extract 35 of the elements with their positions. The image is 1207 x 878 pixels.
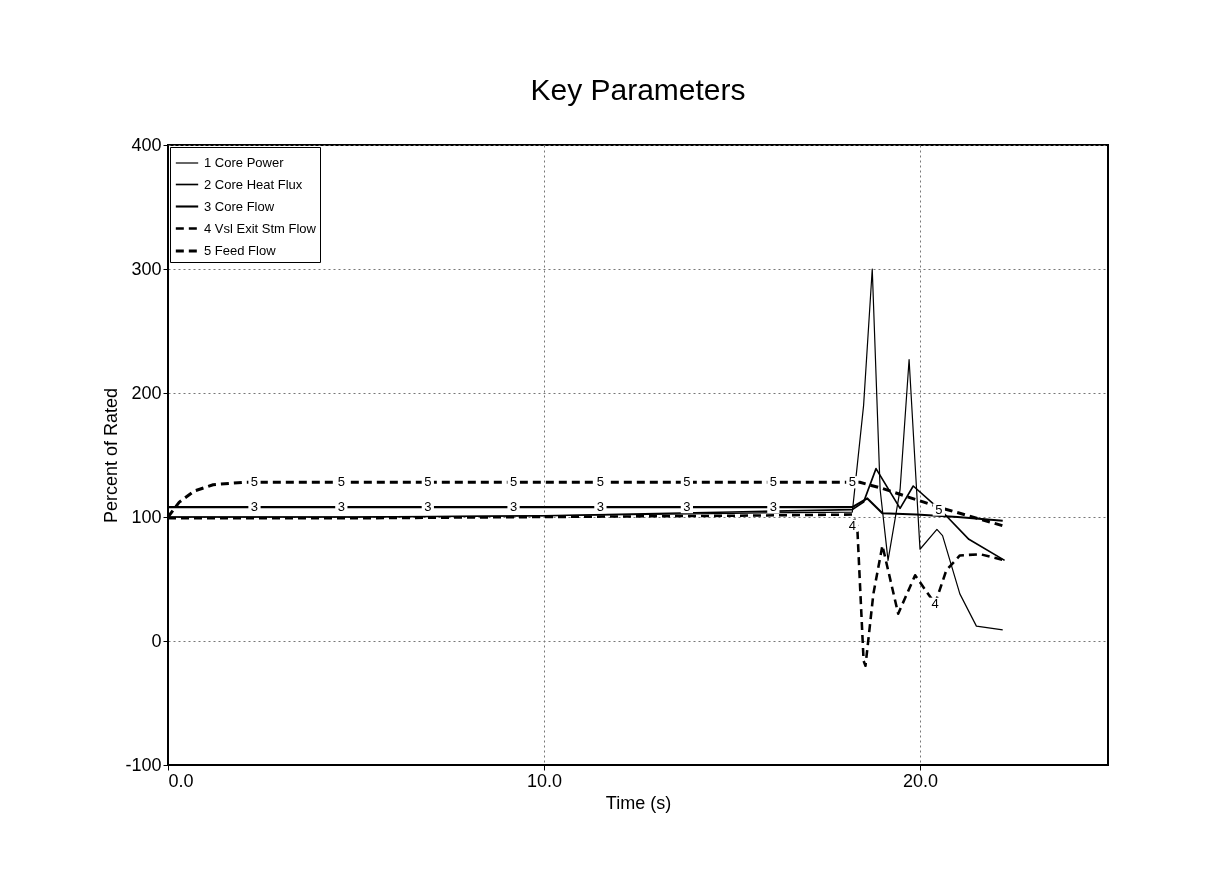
y-tick-label: 200 [131,382,162,403]
y-tick-label: 100 [131,506,162,527]
legend-label: 4 Vsl Exit Stm Flow [204,220,317,236]
annotation: 5 [935,501,943,517]
y-tick-label: 0 [151,630,162,651]
annotation: 3 [683,499,691,515]
annotation: 3 [509,499,518,515]
annotation: 4 [931,595,939,611]
annotation: 3 [596,499,605,515]
annotation: 5 [509,474,518,490]
x-tick-label: 10.0 [526,770,563,791]
y-tick-label: 300 [131,258,162,279]
annotation: 5 [250,474,259,490]
annotation: 5 [337,474,345,490]
y-tick-label: 400 [131,134,162,155]
annotation: 5 [683,474,691,490]
annotation: 4 [848,517,856,533]
x-axis-title: Time (s) [605,792,672,813]
x-tick-label: 20.0 [902,770,939,791]
annotation: 5 [596,474,605,490]
annotation: 5 [424,474,432,490]
y-axis-title: Percent of Rated [101,387,122,524]
x-tick-label: 0.0 [168,770,194,791]
annotation: 3 [769,499,777,515]
chart-title: Key Parameters [530,73,746,106]
legend-label: 5 Feed Flow [204,243,277,258]
legend-label: 2 Core Heat Flux [204,176,303,192]
annotation: 3 [337,499,345,515]
legend-label: 1 Core Power [204,155,285,170]
annotation: 3 [250,499,259,515]
annotation: 3 [424,499,432,515]
annotation: 5 [848,474,856,490]
annotation: 5 [769,474,777,490]
legend-label: 3 Core Flow [204,198,275,214]
y-tick-label: -100 [125,754,162,775]
